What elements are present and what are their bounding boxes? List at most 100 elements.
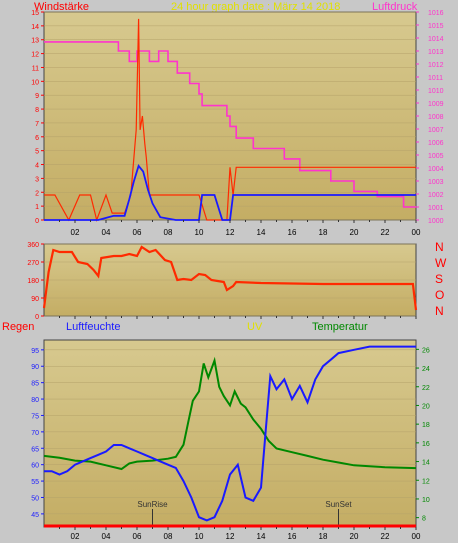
y-right-tick-label: 1008: [428, 114, 444, 121]
y-left-tick-label: 6: [35, 135, 39, 142]
wind-direction-line: [42, 245, 418, 311]
luftdruck-title: Luftdruck: [372, 1, 418, 13]
y-tick-label: 0: [35, 314, 39, 321]
uv-title: UV: [247, 321, 263, 333]
y-left-tick-label: 95: [31, 348, 39, 355]
y-right-tick-label: 12: [422, 478, 430, 485]
x-tick-label: 22: [381, 532, 390, 541]
x-tick-label: 08: [164, 532, 173, 541]
y-left-tick-label: 3: [35, 176, 39, 183]
direction-label-n-top: N: [435, 240, 444, 254]
y-tick-label: 360: [27, 242, 39, 249]
y-left-tick-label: 15: [31, 10, 39, 17]
y-right-tick-label: 1001: [428, 205, 444, 212]
y-left-tick-label: 85: [31, 381, 39, 388]
luftfeuchte-title: Luftfeuchte: [66, 321, 121, 333]
y-right-tick-label: 1016: [428, 10, 444, 17]
y-tick-label: 270: [27, 260, 39, 267]
y-left-tick-label: 11: [32, 65, 39, 72]
y-left-tick-label: 14: [31, 24, 39, 31]
y-left-tick-label: 65: [31, 446, 39, 453]
y-right-tick-label: 1012: [428, 62, 444, 69]
y-left-tick-label: 12: [31, 52, 39, 59]
y-right-tick-label: 20: [422, 403, 430, 410]
x-tick-label: 02: [71, 228, 80, 235]
windstaerke-title: Windstärke: [34, 1, 90, 13]
y-right-tick-label: 1009: [428, 101, 444, 108]
x-tick-label: 06: [133, 532, 142, 541]
y-right-tick-label: 1000: [428, 218, 444, 225]
direction-label-n-bottom: N: [435, 304, 444, 318]
x-tick-label: 16: [288, 532, 297, 541]
x-tick-label: 14: [257, 532, 266, 541]
y-left-tick-label: 75: [31, 413, 39, 420]
x-tick-label: 16: [288, 228, 297, 235]
y-right-tick-label: 1004: [428, 166, 444, 173]
x-tick-label: 10: [195, 532, 204, 541]
x-tick-label: 18: [319, 228, 328, 235]
y-right-tick-label: 22: [422, 385, 430, 392]
sunset-label: SunSet: [325, 500, 352, 509]
y-left-tick-label: 45: [31, 512, 39, 519]
y-left-tick-label: 10: [31, 79, 39, 86]
y-right-tick-label: 1003: [428, 179, 444, 186]
x-tick-label: 02: [71, 532, 80, 541]
wind-avg-line: [44, 164, 416, 221]
y-left-tick-label: 9: [35, 93, 39, 100]
direction-label-w: W: [435, 256, 447, 270]
y-left-tick-label: 4: [35, 163, 39, 170]
wind-gust-line: [44, 18, 416, 223]
y-right-tick-label: 18: [422, 422, 430, 429]
y-left-tick-label: 8: [35, 107, 39, 114]
wind-direction-chart: 0 90 180 270 360: [27, 242, 418, 321]
temperature-line: [43, 356, 417, 471]
y-right-tick-label: 8: [422, 516, 426, 523]
y-left-tick-label: 50: [31, 495, 39, 502]
y-right-tick-label: 26: [422, 347, 430, 354]
y-right-tick-label: 1007: [428, 127, 444, 134]
direction-label-s: S: [435, 272, 444, 286]
y-left-tick-label: 55: [31, 479, 39, 486]
x-tick-label: 10: [195, 228, 204, 235]
plot-area-bottom: [43, 339, 417, 528]
sunrise-label: SunRise: [137, 500, 168, 509]
x-tick-label: 00: [412, 532, 421, 541]
x-tick-label: 22: [381, 228, 390, 235]
direction-label-o: O: [435, 288, 445, 302]
y-left-tick-label: 60: [31, 463, 39, 470]
y-left-tick-label: 90: [31, 364, 39, 371]
y-right-tick-label: 1015: [428, 23, 444, 30]
x-tick-label: 04: [102, 228, 111, 235]
y-right-tick-label: 1013: [428, 49, 444, 56]
y-right-tick-label: 1011: [428, 75, 443, 82]
regen-title: Regen: [2, 321, 35, 333]
x-tick-label: 06: [133, 228, 142, 235]
y-right-tick-label: 1002: [428, 192, 444, 199]
y-right-tick-label: 24: [422, 366, 430, 373]
pressure-line: [44, 41, 416, 208]
x-tick-label: 04: [102, 532, 111, 541]
graph-date-title: 24 hour graph date : März 14 2018: [171, 1, 341, 13]
y-right-tick-label: 1005: [428, 153, 444, 160]
y-right-tick-label: 16: [422, 441, 430, 448]
x-tick-label: 18: [319, 532, 328, 541]
y-right-tick-label: 10: [422, 497, 430, 504]
x-tick-label: 00: [412, 228, 421, 235]
x-tick-label: 12: [226, 228, 235, 235]
y-left-tick-label: 1: [35, 204, 39, 211]
y-left-tick-label: 70: [31, 430, 39, 437]
y-left-tick-label: 13: [31, 38, 39, 45]
y-left-tick-label: 7: [35, 121, 39, 128]
x-tick-label: 20: [350, 532, 359, 541]
y-left-tick-label: 5: [35, 149, 39, 156]
y-left-tick-label: 2: [35, 190, 39, 197]
humidity-line: [44, 345, 416, 522]
x-tick-label: 14: [257, 228, 266, 235]
wind-pressure-chart: 0123456789101112131415100010011002100310…: [31, 10, 444, 235]
y-right-tick-label: 1014: [428, 36, 444, 43]
temperatur-title: Temperatur: [312, 321, 368, 333]
y-right-tick-label: 14: [422, 460, 430, 467]
y-right-tick-label: 1006: [428, 140, 444, 147]
y-left-tick-label: 80: [31, 397, 39, 404]
